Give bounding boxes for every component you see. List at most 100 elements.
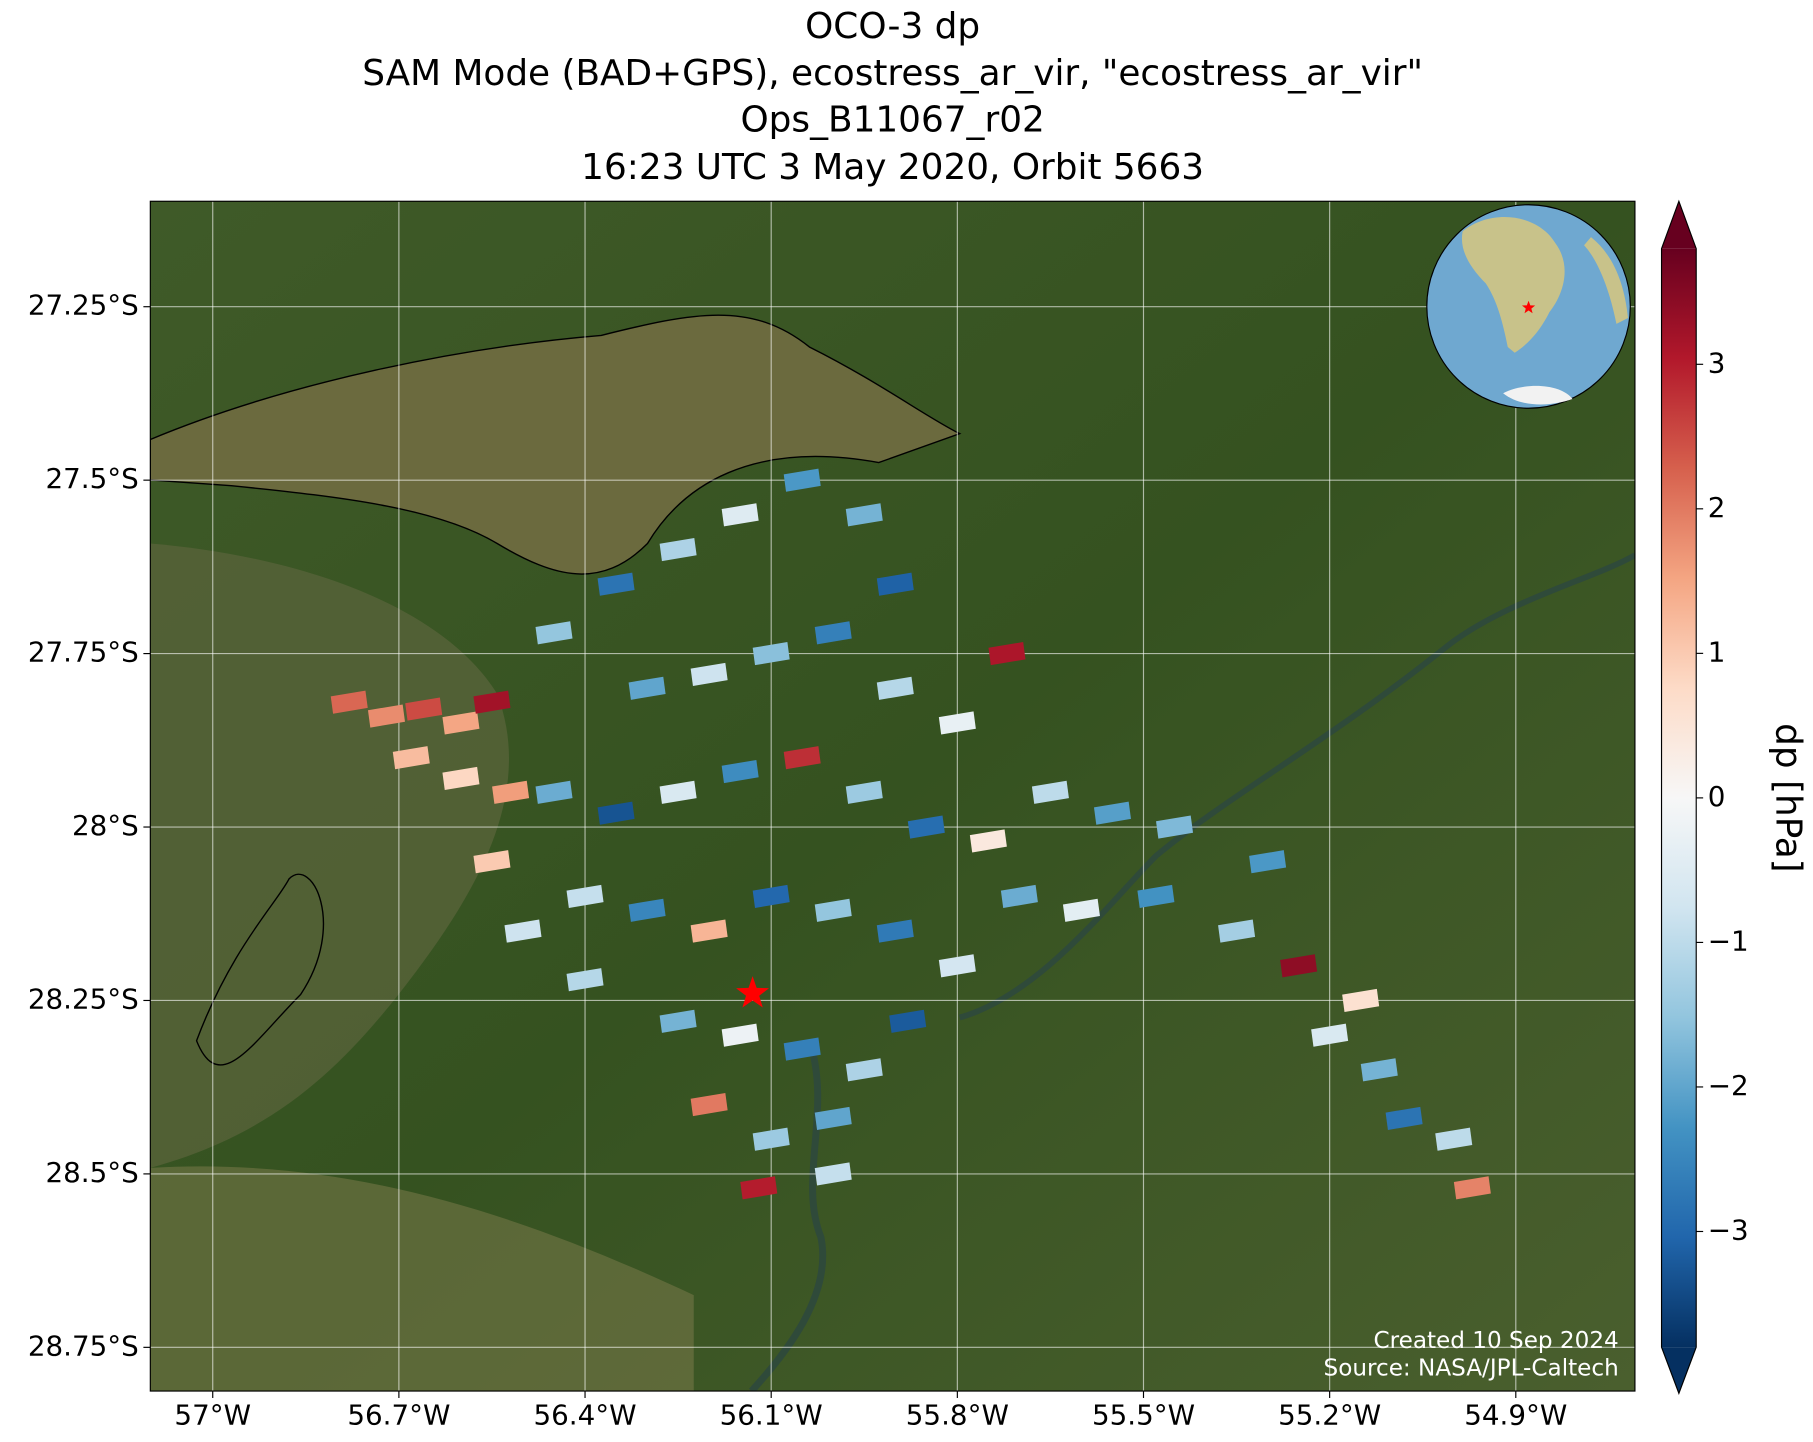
footprint	[752, 1127, 790, 1151]
x-tick-label: 55.8°W	[906, 1398, 1009, 1431]
colorbar-extend	[1661, 1347, 1697, 1394]
footprint	[659, 1009, 697, 1033]
title: SAM Mode (BAD+GPS), ecostress_ar_vir, "e…	[362, 53, 1423, 94]
colorbar-tick-label: 0	[1708, 780, 1726, 813]
footprint	[969, 829, 1007, 853]
footprint	[814, 1106, 852, 1130]
y-tick-label: 28.5°S	[45, 1156, 138, 1189]
footprint	[1062, 898, 1100, 922]
footprint	[628, 676, 666, 700]
y-tick-label: 27.25°S	[28, 289, 139, 322]
x-tick-label: 54.9°W	[1464, 1398, 1567, 1431]
colorbar-label: dp [hPa]	[1767, 723, 1808, 872]
footprint	[1249, 850, 1287, 874]
footprint	[845, 1058, 883, 1082]
footprint	[628, 898, 666, 922]
footprint	[473, 850, 511, 874]
footprint	[876, 676, 914, 700]
footprint	[721, 1023, 759, 1047]
footprint	[1000, 884, 1038, 908]
footprint	[814, 621, 852, 645]
footprint	[814, 1162, 852, 1186]
footprint	[938, 954, 976, 978]
footprint	[988, 642, 1026, 666]
footprint	[1311, 1023, 1349, 1047]
title: OCO-3 dp	[805, 6, 980, 47]
x-tick-label: 55.2°W	[1278, 1398, 1381, 1431]
footprint	[814, 898, 852, 922]
colorbar-tick-label: −2	[1708, 1069, 1749, 1102]
x-tick-label: 56.7°W	[347, 1398, 450, 1431]
footprint	[566, 884, 604, 908]
y-tick-label: 28°S	[72, 809, 139, 842]
footprint	[740, 1176, 778, 1200]
footprint	[659, 780, 697, 804]
y-tick-label: 28.75°S	[28, 1329, 139, 1362]
footprint	[597, 572, 635, 596]
footprint	[752, 884, 790, 908]
footprint	[1453, 1176, 1491, 1200]
footprint	[442, 766, 480, 791]
footprint	[721, 503, 759, 527]
footprint	[367, 704, 405, 728]
footprint	[535, 780, 573, 804]
map-frame	[149, 200, 1636, 1392]
colorbar-tick-label: 2	[1708, 491, 1726, 524]
footprint	[845, 780, 883, 804]
colorbar-tick-label: −3	[1708, 1213, 1749, 1246]
footprint	[1280, 954, 1318, 978]
footprint	[690, 662, 728, 686]
footprint	[1218, 919, 1256, 943]
x-tick-label: 56.1°W	[720, 1398, 823, 1431]
colorbar-extend	[1661, 201, 1697, 249]
footprint	[876, 572, 914, 596]
footprint	[1093, 801, 1131, 825]
footprint	[783, 1037, 821, 1061]
title: 16:23 UTC 3 May 2020, Orbit 5663	[581, 147, 1204, 188]
footprint	[473, 690, 511, 714]
target-marker	[736, 976, 770, 1008]
footprint	[330, 690, 368, 714]
footprint	[1385, 1106, 1423, 1130]
basemap	[150, 201, 1635, 1392]
colorbar-tick-label: 1	[1708, 635, 1726, 668]
footprint	[504, 919, 542, 943]
footprint	[690, 919, 728, 943]
footprint	[876, 919, 914, 943]
footprint	[566, 968, 604, 992]
footprint	[659, 537, 697, 562]
footprint	[597, 801, 635, 825]
footprint	[721, 759, 759, 784]
colorbar-tick-label: 3	[1708, 346, 1726, 379]
footprint	[783, 468, 821, 492]
footprint	[442, 711, 480, 735]
globe-marker	[1521, 300, 1536, 314]
footer: Created 10 Sep 2024	[1373, 1328, 1618, 1354]
x-tick-label: 57°W	[174, 1398, 251, 1431]
colorbar-tick-label: −1	[1708, 924, 1749, 957]
footprint	[392, 746, 430, 770]
y-tick-label: 27.5°S	[45, 462, 138, 495]
footprint	[1360, 1058, 1398, 1082]
x-tick-label: 55.5°W	[1092, 1398, 1195, 1431]
footprint	[907, 815, 945, 839]
y-tick-label: 27.75°S	[28, 636, 139, 669]
footprint	[1031, 780, 1069, 804]
footprint	[492, 780, 530, 804]
footprint	[1342, 988, 1380, 1013]
footer: Source: NASA/JPL-Caltech	[1324, 1356, 1619, 1382]
footprint	[938, 711, 976, 735]
footprint	[535, 621, 573, 645]
footprint	[1137, 884, 1175, 908]
colorbar	[1661, 248, 1697, 1348]
colorbar-frame	[1660, 199, 1697, 1396]
footprint	[783, 746, 821, 770]
footprint	[405, 697, 443, 721]
footprint	[1156, 815, 1194, 839]
footprint	[889, 1009, 927, 1033]
title: Ops_B11067_r02	[740, 99, 1044, 140]
x-tick-label: 56.4°W	[533, 1398, 636, 1431]
footprint	[690, 1092, 728, 1117]
y-tick-label: 28.25°S	[28, 982, 139, 1015]
